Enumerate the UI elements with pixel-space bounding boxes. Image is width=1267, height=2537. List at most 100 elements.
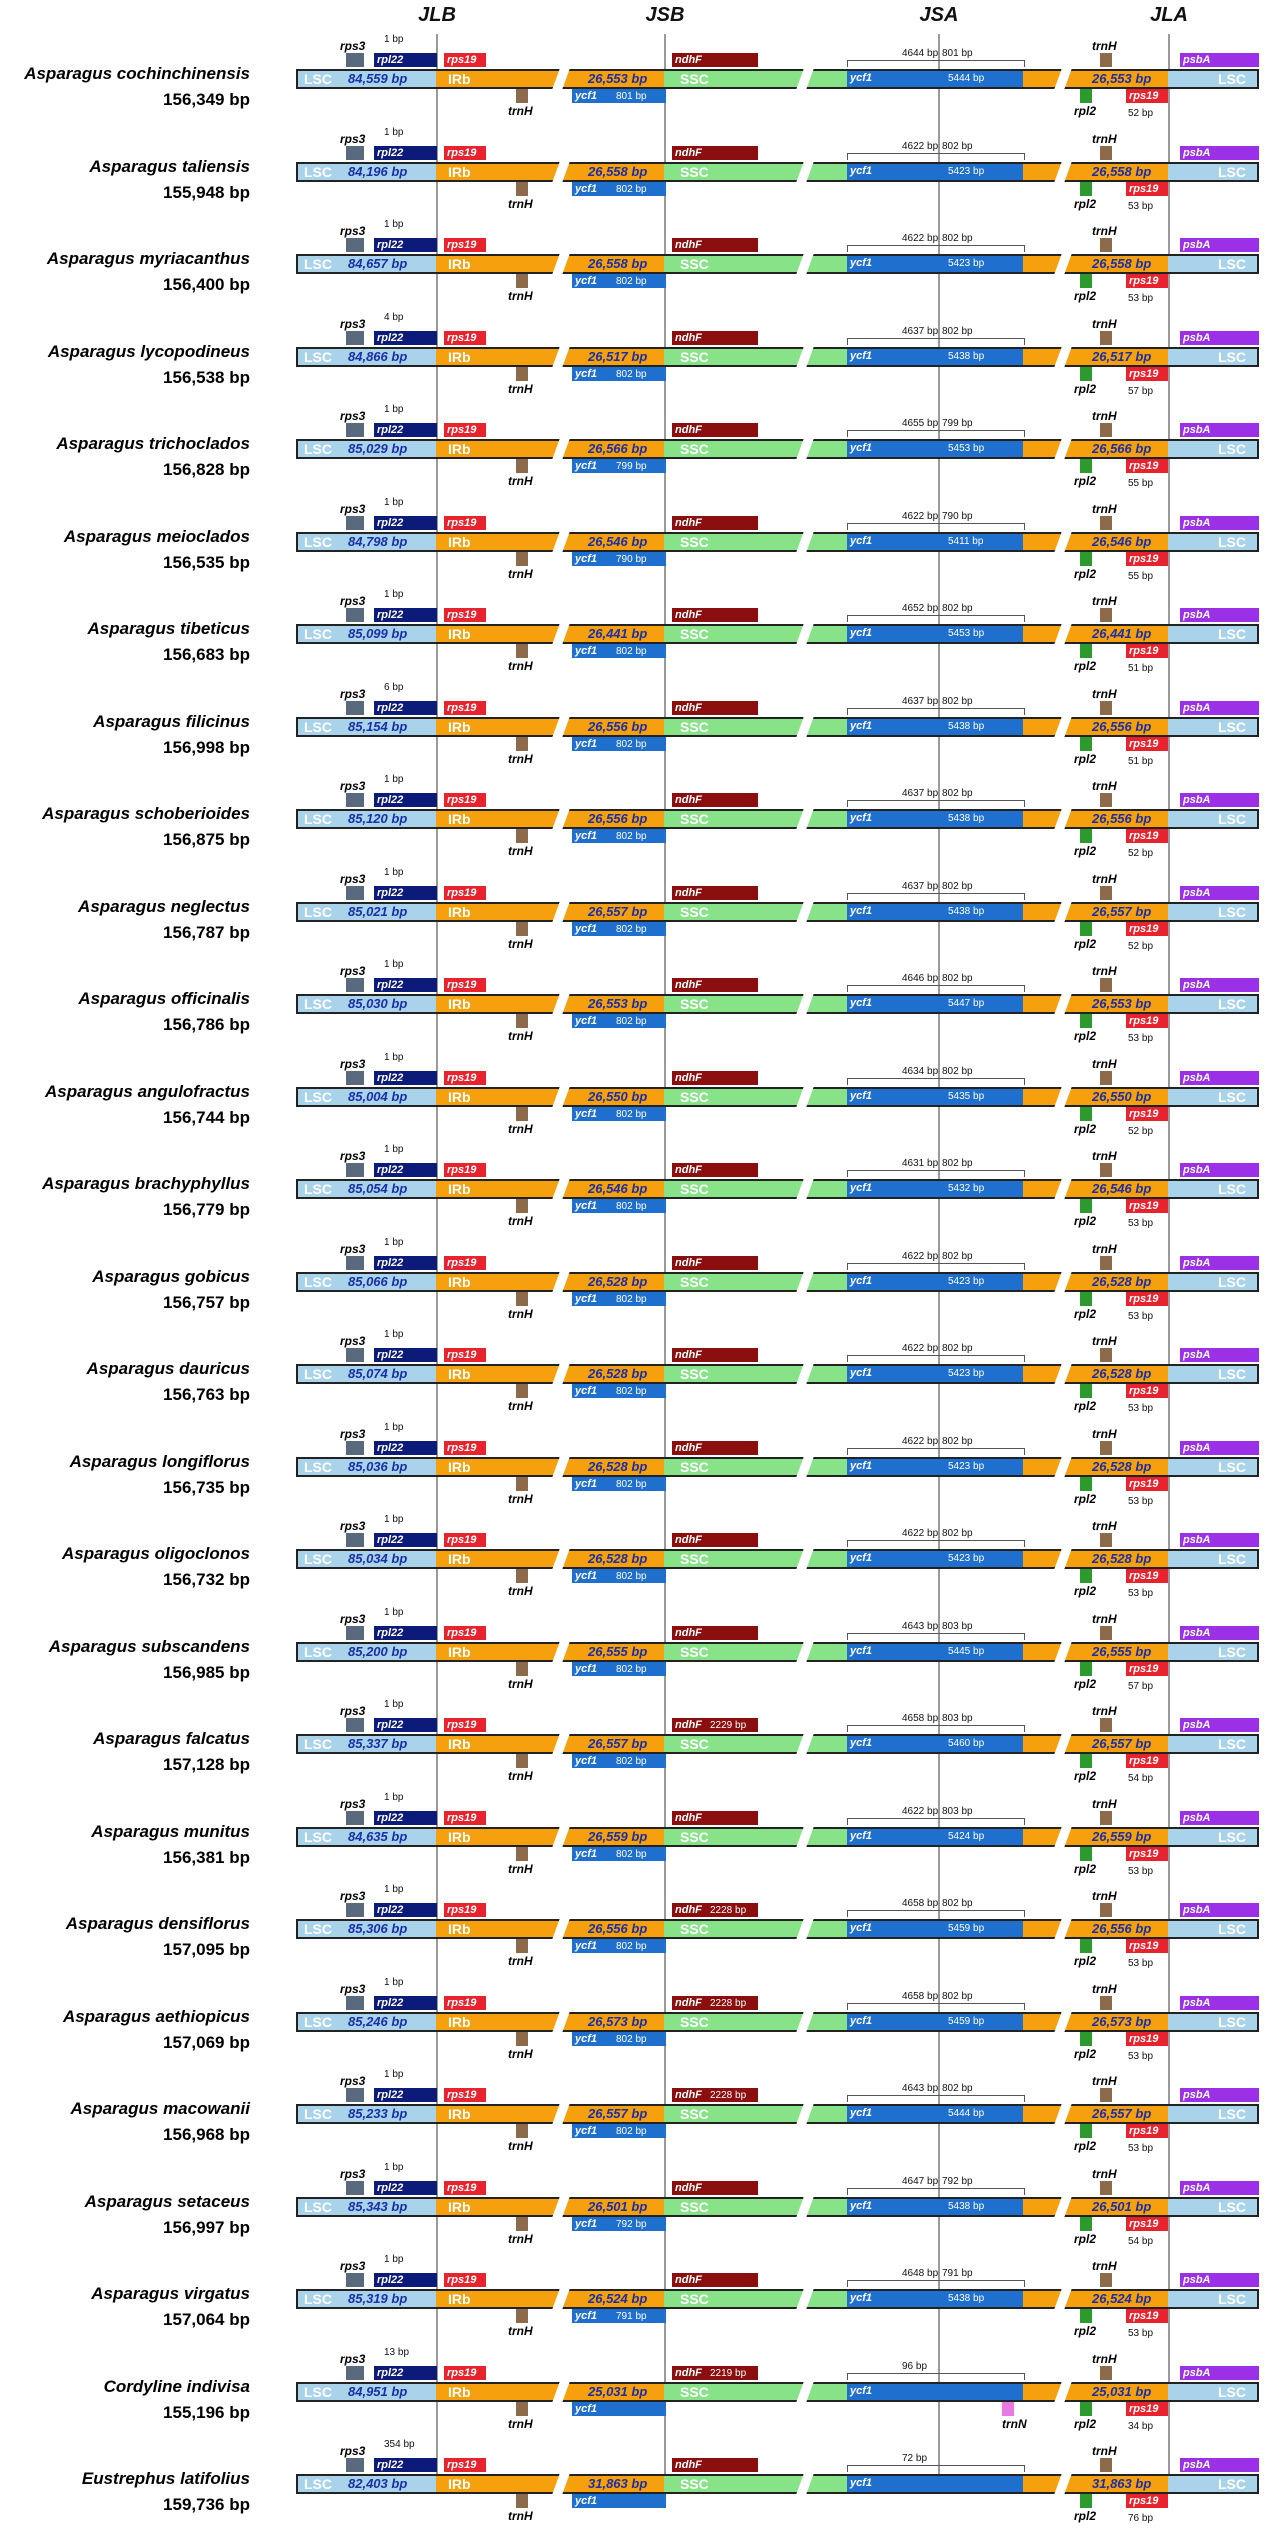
rps19-gene-ira: rps19 [1126,2124,1168,2138]
ycf1-gene-irb: ycf1 [572,829,666,843]
trnH-gene-jlb [516,1662,528,1676]
species-row: Asparagus oligoclonos 156,732 bp LSC 85,034… [0,1514,1267,1612]
rpl2-gene [1080,2494,1092,2508]
lsc-end-segment [1168,1549,1259,1569]
rpl2-label: rpl2 [1074,1214,1097,1228]
trnH-gene-jla [1100,53,1112,67]
rps19-bp-label: 55 bp [1128,571,1154,582]
genome-length: 156,786 bp [163,1015,250,1034]
trnH-gene-jlb [516,2124,528,2138]
ndhF-gene: ndhF [672,238,758,252]
lsc-segment [296,1734,437,1754]
lsc-label: LSC [304,996,332,1012]
ycf1-measure [847,2280,1025,2287]
irb-segment [436,347,666,367]
species-name: Asparagus oligoclonos [62,1544,250,1563]
rpl2-gene [1080,1662,1092,1676]
lsc-end-label: LSC [1218,1181,1246,1197]
irb-label: IRb [448,1551,471,1567]
rpl2-label: rpl2 [1074,567,1097,581]
rpl2-gene [1080,1199,1092,1213]
rpl2-label: rpl2 [1074,1954,1097,1968]
rpl2-label: rpl2 [1074,2232,1097,2246]
trnH-gene-jla [1100,1256,1112,1270]
ira-length: 31,863 bp [1092,2476,1152,2491]
trnH-label-jlb: trnH [508,2047,533,2061]
rps19-gene-irb: rps19 [444,1626,486,1640]
genome-length: 156,381 bp [163,1848,250,1867]
ycf1-measure [847,338,1025,345]
irb-segment [436,2474,666,2494]
irb-segment [436,2197,666,2217]
ycf1-gene-irb: ycf1 [572,922,666,936]
ycf1-measure [847,1633,1025,1640]
ndhF-bp-label: 2228 bp [710,2090,747,2101]
trnH-gene-jla [1100,1348,1112,1362]
lsc-end-label: LSC [1218,2014,1246,2030]
rps3-label: rps3 [340,2352,366,2366]
ycf1-gene-ira: ycf1 [847,1459,1023,1475]
rpl22-gene: rpl22 [374,978,437,992]
ycf1-ssc-bp: 5438 bp [948,2293,985,2304]
rps19-gene-irb: rps19 [444,1533,486,1547]
irb-label: IRb [448,1921,471,1937]
ycf1-ira-bp: 802 bp [942,696,973,707]
irb-label: IRb [448,719,471,735]
rps19-gene-ira: rps19 [1126,1384,1168,1398]
ycf1-gene-ira: ycf1 [847,71,1023,87]
lsc-label: LSC [304,1181,332,1197]
rps3-label: rps3 [340,1982,366,1996]
ycf1-irb-bp: 790 bp [616,554,647,565]
psbA-gene: psbA [1180,2273,1259,2287]
rpl22-gene: rpl22 [374,1903,437,1917]
ycf1-ira-bp: 801 bp [942,48,973,59]
rps3-gene [346,1348,364,1362]
trnH-label-jla: trnH [1092,1612,1117,1626]
ycf1-total-bp: 4637 bp [902,326,939,337]
genome-length: 156,998 bp [163,738,250,757]
rpl2-label: rpl2 [1074,2324,1097,2338]
lsc-label: LSC [304,2476,332,2492]
ycf1-ira-bp: 802 bp [942,141,973,152]
trnN-label: trnN [1002,2417,1027,2431]
ycf1-total-bp: 4658 bp [902,1898,939,1909]
species-name: Asparagus virgatus [91,2284,250,2303]
jlb-bp-label: 13 bp [384,2347,410,2358]
trnH-label-jla: trnH [1092,2259,1117,2273]
lsc-end-label: LSC [1218,256,1246,272]
jlb-bp-label: 1 bp [384,219,404,230]
rps3-gene [346,1533,364,1547]
psbA-gene: psbA [1180,701,1259,715]
genome-length: 156,349 bp [163,90,250,109]
ycf1-total-bp: 4647 bp [902,2176,939,2187]
psbA-gene: psbA [1180,608,1259,622]
ycf1-measure [847,1078,1025,1085]
trnH-gene-jlb [516,2494,528,2508]
irb-segment [436,1919,666,1939]
rps19-gene-ira: rps19 [1126,1014,1168,1028]
trnH-label-jla: trnH [1092,1982,1117,1996]
ycf1-gene-irb: ycf1 [572,182,666,196]
ssc-label: SSC [680,2476,709,2492]
trnH-label-jla: trnH [1092,317,1117,331]
rps3-label: rps3 [340,872,366,886]
ndhF-gene: ndhF [672,701,758,715]
rps19-bp-label: 53 bp [1128,2051,1154,2062]
lsc-label: LSC [304,2014,332,2030]
lsc-label: LSC [304,626,332,642]
lsc-end-segment [1168,809,1259,829]
junction-header-jlb: JLB [418,4,456,26]
jlb-bp-label: 1 bp [384,1329,404,1340]
lsc-segment [296,902,437,922]
ycf1-irb-bp: 802 bp [616,1201,647,1212]
rpl2-label: rpl2 [1074,1399,1097,1413]
ira-length: 26,556 bp [1092,1921,1152,1936]
ira-length: 26,557 bp [1092,1736,1152,1751]
rpl2-gene [1080,1939,1092,1953]
ycf1-gene-ira: ycf1 [847,1274,1023,1290]
psbA-gene: psbA [1180,1533,1259,1547]
lsc-length: 85,034 bp [348,1551,408,1566]
genome-length: 155,196 bp [163,2403,250,2422]
rps3-gene [346,1163,364,1177]
ycf1-measure [847,1170,1025,1177]
